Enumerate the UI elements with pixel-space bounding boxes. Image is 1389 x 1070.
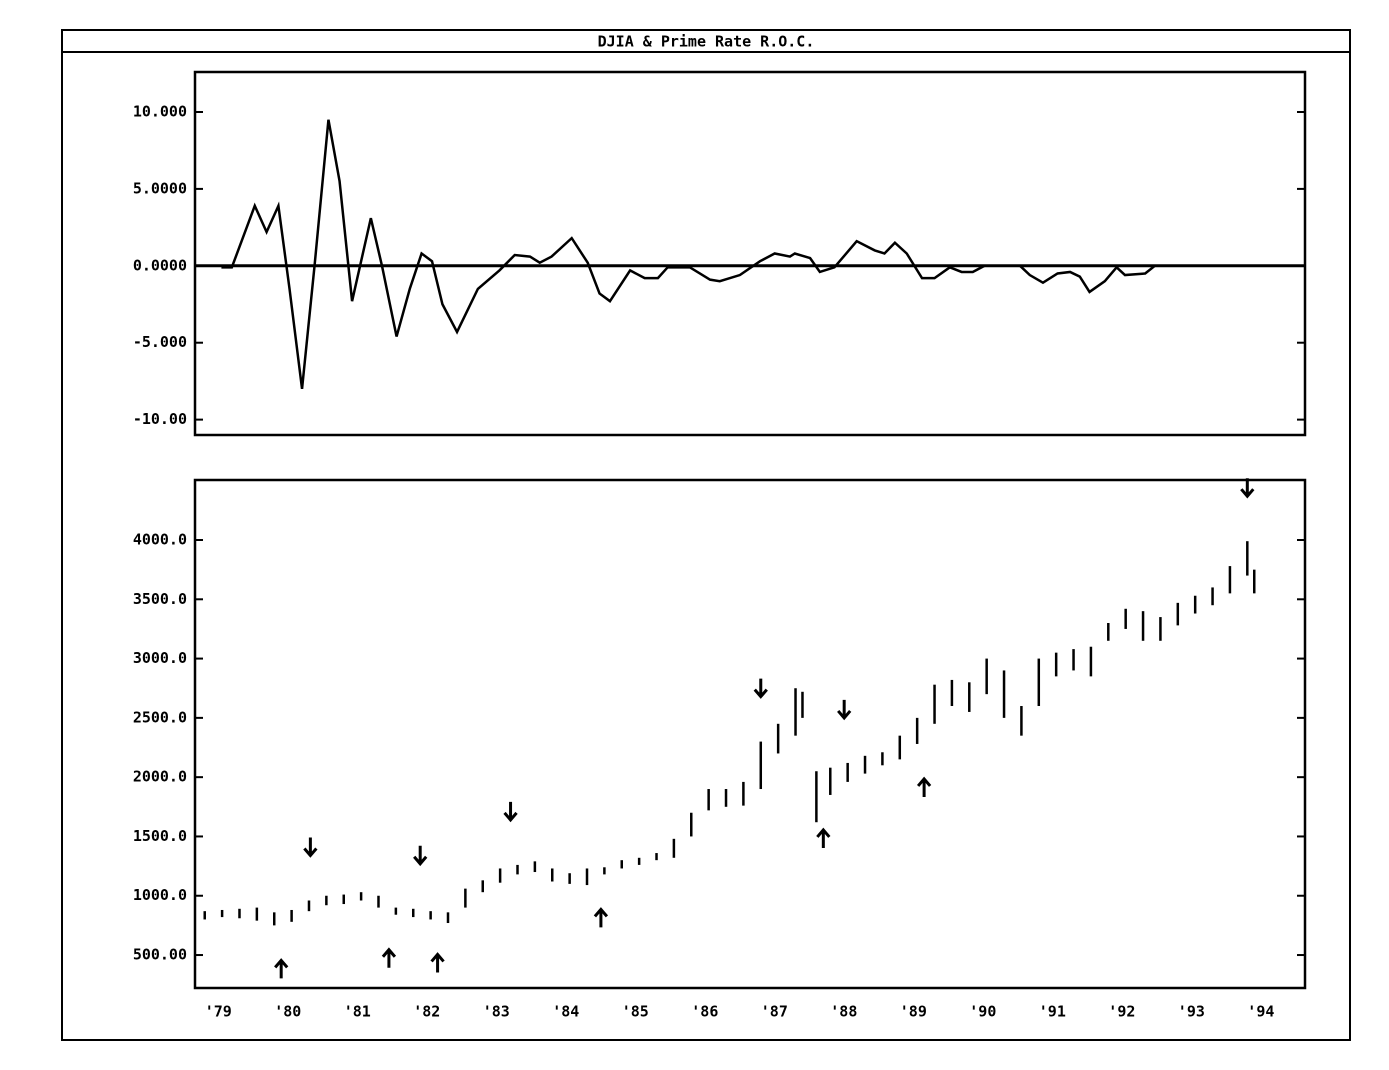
y-tick-label: 0.0000	[133, 256, 187, 274]
y-tick-label: 1500.0	[133, 827, 187, 845]
x-tick-label: '81	[344, 1003, 371, 1021]
buy-arrow	[430, 952, 445, 973]
x-tick-label: '93	[1178, 1003, 1205, 1021]
x-tick-label: '82	[413, 1003, 440, 1021]
y-tick-label: 3000.0	[133, 649, 187, 667]
plot-area	[193, 478, 1307, 990]
plot-area	[193, 70, 1307, 437]
y-tick-label: -5.000	[133, 333, 187, 351]
y-tick-label: 5.0000	[133, 179, 187, 197]
y-tick-label: 2500.0	[133, 708, 187, 726]
y-tick-label: 10.000	[133, 102, 187, 120]
y-tick-label: 1000.0	[133, 886, 187, 904]
x-tick-label: '86	[691, 1003, 718, 1021]
y-tick-label: -10.00	[133, 410, 187, 428]
buy-arrow	[593, 907, 609, 928]
sell-arrow	[1240, 478, 1255, 499]
chart-title: DJIA & Prime Rate R.O.C.	[598, 33, 815, 51]
x-tick-label: '92	[1108, 1003, 1135, 1021]
sell-arrow	[753, 678, 768, 699]
buy-arrow	[381, 947, 397, 968]
x-tick-label: '91	[1039, 1003, 1066, 1021]
x-tick-label: '79	[205, 1003, 232, 1021]
sell-arrow	[837, 699, 852, 721]
buy-arrow	[816, 827, 831, 848]
x-tick-label: '88	[830, 1003, 857, 1021]
frame	[61, 29, 1351, 1041]
y-tick-label: 2000.0	[133, 768, 187, 786]
y-tick-label: 4000.0	[133, 531, 187, 549]
sell-arrow	[413, 845, 428, 867]
x-tick-label: '80	[274, 1003, 301, 1021]
x-tick-label: '89	[900, 1003, 927, 1021]
x-tick-label: '94	[1247, 1003, 1274, 1021]
y-tick-label: 500.00	[133, 946, 187, 964]
y-tick-label: 3500.0	[133, 590, 187, 608]
sell-arrow	[503, 801, 518, 823]
buy-arrow	[274, 958, 289, 979]
roc-line	[221, 119, 1156, 390]
x-tick-label: '84	[552, 1003, 579, 1021]
buy-arrow	[916, 776, 932, 797]
x-tick-label: '83	[483, 1003, 510, 1021]
x-tick-label: '87	[761, 1003, 788, 1021]
sell-arrow	[303, 837, 318, 858]
x-tick-label: '85	[622, 1003, 649, 1021]
x-tick-label: '90	[969, 1003, 996, 1021]
